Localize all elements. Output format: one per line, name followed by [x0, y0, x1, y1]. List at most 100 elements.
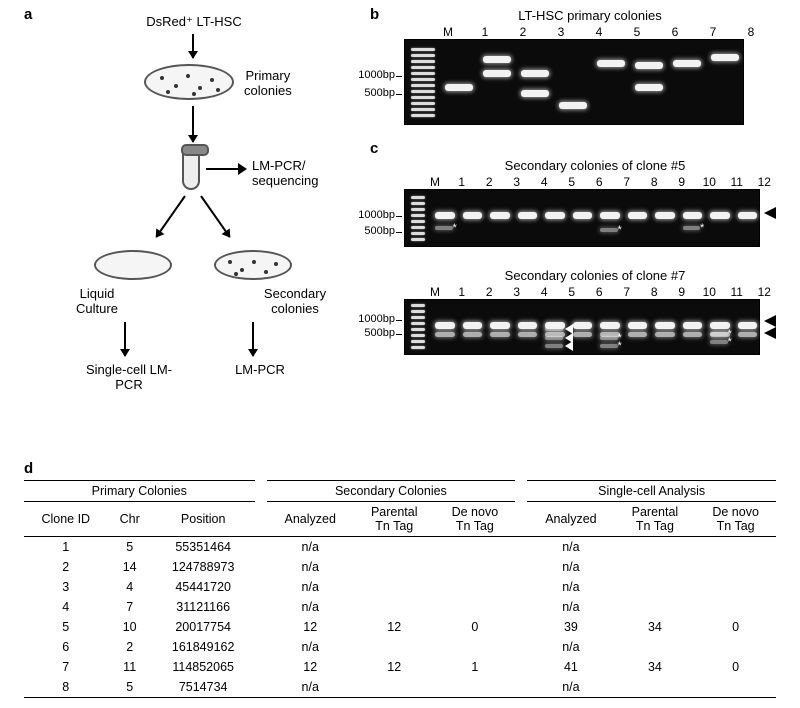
gel-c1-1000: 1000bp — [350, 209, 395, 221]
table-row: 4731121166n/an/a — [24, 597, 776, 617]
fc-liquid: Liquid Culture — [42, 286, 152, 316]
panel-d-label: d — [24, 460, 33, 477]
lane-label: 5 — [558, 285, 586, 299]
lane-label: 4 — [531, 285, 559, 299]
lane-label: 8 — [641, 285, 669, 299]
fc-arrowhead-right — [238, 163, 247, 175]
table-row: 3445441720n/an/a — [24, 577, 776, 597]
gel-b: LT-HSC primary colonies M12345678 1000bp… — [400, 8, 780, 125]
data-table: Primary Colonies Secondary Colonies Sing… — [24, 480, 776, 698]
lane-label: 7 — [613, 175, 641, 189]
lane-label: 9 — [668, 175, 696, 189]
h-s-pt: Parental Tn Tag — [354, 502, 435, 537]
table-row: 1555351464n/an/a — [24, 537, 776, 558]
fc-arrow-l — [156, 195, 186, 237]
gel-c2-lanes: M123456789101112 — [400, 285, 790, 299]
liquid-dish — [94, 250, 172, 280]
fc-lmpcr: LM-PCR — [220, 362, 300, 377]
lane-label: 2 — [476, 175, 504, 189]
fc-arrow-3 — [124, 322, 126, 356]
lane-label: 4 — [580, 25, 618, 39]
gel-c1: Secondary colonies of clone #5 M12345678… — [400, 158, 790, 247]
fc-lm: LM-PCR/ sequencing — [252, 158, 319, 188]
flowchart: DsRed⁺ LT-HSC Primary colonies LM-PCR/ s… — [24, 10, 344, 440]
fc-single: Single-cell LM- PCR — [64, 362, 194, 392]
lane-label: M — [430, 25, 466, 39]
lane-label: 3 — [503, 175, 531, 189]
h-s-an: Analyzed — [267, 502, 354, 537]
lane-label: 2 — [504, 25, 542, 39]
lane-label: M — [422, 285, 448, 299]
lane-label: 4 — [531, 175, 559, 189]
fc-secondary: Secondary colonies — [240, 286, 350, 316]
gel-c1-lanes: M123456789101112 — [400, 175, 790, 189]
lane-label: 3 — [542, 25, 580, 39]
gel-c2: Secondary colonies of clone #7 M12345678… — [400, 268, 790, 355]
table-row: 62161849162n/an/a — [24, 637, 776, 657]
lane-label: 3 — [503, 285, 531, 299]
table-row: 857514734n/an/a — [24, 677, 776, 698]
panel-b-label: b — [370, 6, 379, 23]
lane-label: 8 — [732, 25, 770, 39]
lane-label: 12 — [751, 285, 779, 299]
primary-dish — [144, 64, 234, 100]
gel-c2-image: **** — [404, 299, 760, 355]
lane-label: 1 — [448, 175, 476, 189]
fc-arrow-1 — [192, 34, 194, 58]
lane-label: 10 — [696, 175, 724, 189]
gel-c1-image: *** — [404, 189, 760, 247]
gel-c1-arrow — [764, 207, 776, 219]
fc-arrow-right — [206, 168, 240, 170]
gel-b-lanes: M12345678 — [400, 25, 780, 39]
lane-label: M — [422, 175, 448, 189]
h-c-pt: Parental Tn Tag — [615, 502, 696, 537]
lane-label: 5 — [618, 25, 656, 39]
h-chr: Chr — [108, 502, 152, 537]
lane-label: 6 — [586, 285, 614, 299]
h-c-an: Analyzed — [527, 502, 614, 537]
lane-label: 1 — [466, 25, 504, 39]
table-body: 1555351464n/an/a214124788973n/an/a344544… — [24, 537, 776, 698]
gel-c2-1000: 1000bp — [350, 313, 395, 325]
lane-label: 6 — [656, 25, 694, 39]
fc-arrow-2 — [192, 106, 194, 142]
lane-label: 11 — [723, 175, 751, 189]
grp-primary: Primary Colonies — [24, 481, 255, 502]
table-row: 214124788973n/an/a — [24, 557, 776, 577]
table-row: 510200177541212039340 — [24, 617, 776, 637]
grp-secondary: Secondary Colonies — [267, 481, 516, 502]
fc-arrow-4 — [252, 322, 254, 356]
gel-c1-title: Secondary colonies of clone #5 — [400, 158, 790, 173]
table-row: 7111148520651212141340 — [24, 657, 776, 677]
gel-b-title: LT-HSC primary colonies — [400, 8, 780, 23]
fc-primary: Primary colonies — [244, 68, 292, 98]
lane-label: 5 — [558, 175, 586, 189]
tube-icon — [182, 150, 200, 190]
gel-c2-arrow2 — [764, 327, 776, 339]
fc-arrow-r — [200, 195, 230, 237]
gel-c2-500: 500bp — [350, 327, 395, 339]
h-pos: Position — [152, 502, 255, 537]
lane-label: 9 — [668, 285, 696, 299]
h-c-dn: De novo Tn Tag — [695, 502, 776, 537]
panel-c-label: c — [370, 140, 378, 157]
gel-b-500: 500bp — [350, 87, 395, 99]
lane-label: 8 — [641, 175, 669, 189]
lane-label: 1 — [448, 285, 476, 299]
gel-c1-500: 500bp — [350, 225, 395, 237]
gel-b-image — [404, 39, 744, 125]
lane-label: 12 — [751, 175, 779, 189]
lane-label: 7 — [694, 25, 732, 39]
secondary-dish — [214, 250, 292, 280]
gel-b-1000: 1000bp — [350, 69, 395, 81]
lane-label: 10 — [696, 285, 724, 299]
lane-label: 7 — [613, 285, 641, 299]
gel-c2-arrow1 — [764, 315, 776, 327]
fc-top: DsRed⁺ LT-HSC — [114, 14, 274, 30]
h-cloneid: Clone ID — [24, 502, 108, 537]
gel-c2-title: Secondary colonies of clone #7 — [400, 268, 790, 283]
h-s-dn: De novo Tn Tag — [435, 502, 516, 537]
lane-label: 11 — [723, 285, 751, 299]
lane-label: 2 — [476, 285, 504, 299]
grp-single: Single-cell Analysis — [527, 481, 776, 502]
